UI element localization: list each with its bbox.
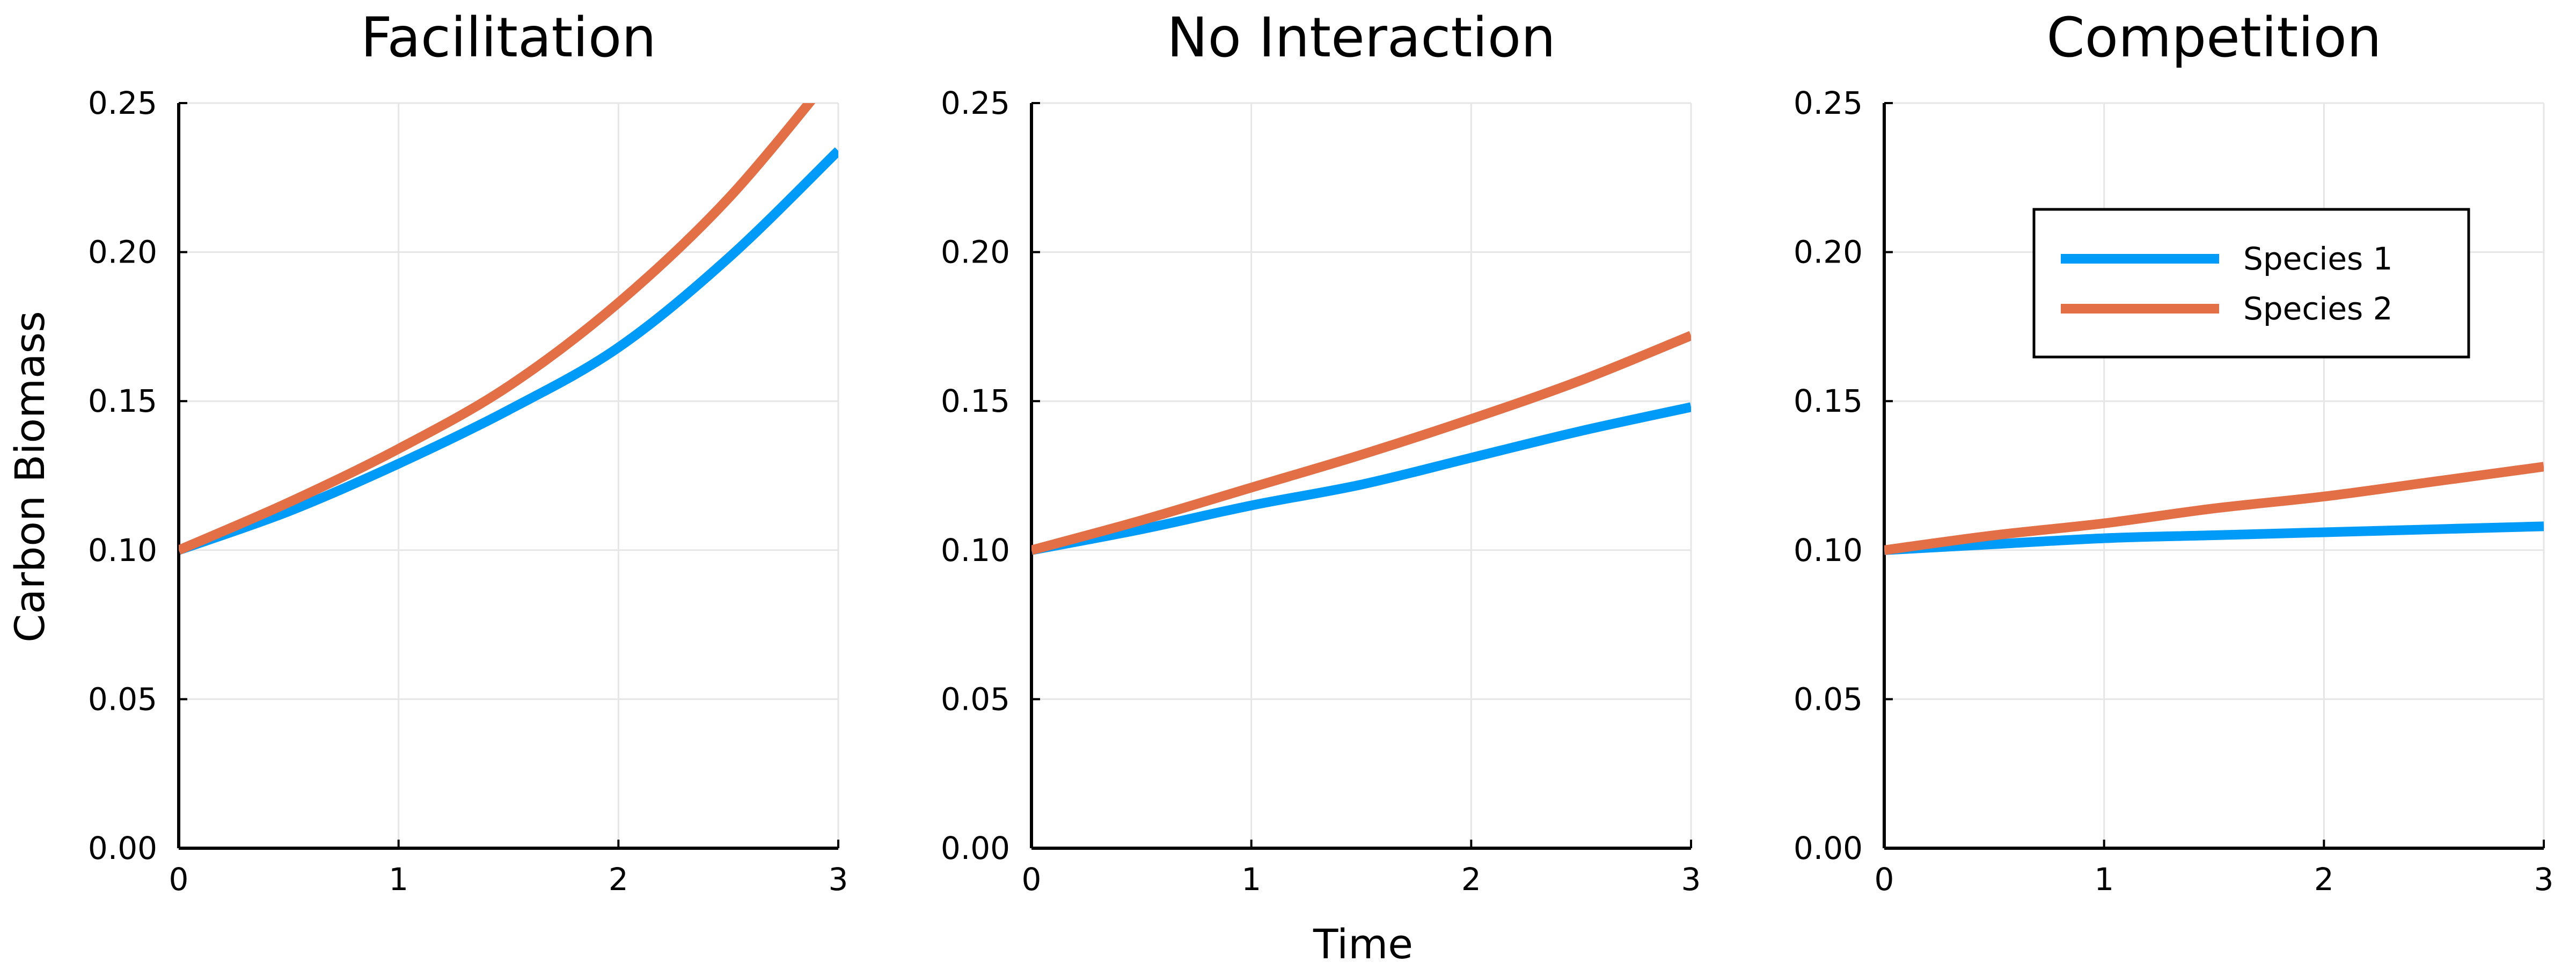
panels: 0 1 2 3 0.00 0.05 0.10 0.15 0.20 0.25 Facilitation… xyxy=(88,6,2554,898)
y-tick-label: 0.00 xyxy=(1794,830,1863,866)
y-tick-label: 0.20 xyxy=(88,234,157,271)
x-tick-label: 0 xyxy=(1022,861,1042,898)
y-tick-label: 0.15 xyxy=(1794,383,1863,419)
y-tick-label: 0.15 xyxy=(88,383,157,419)
x-tick-label: 0 xyxy=(169,861,189,898)
x-tick-label: 2 xyxy=(609,861,628,898)
x-tick-label: 3 xyxy=(2534,861,2554,898)
panel-0: 0 1 2 3 0.00 0.05 0.10 0.15 0.20 0.25 Facilitation xyxy=(88,6,848,898)
legend-box xyxy=(2032,208,2470,359)
panel-1: 0 1 2 3 0.00 0.05 0.10 0.15 0.20 0.25 No Interacti… xyxy=(941,6,1701,898)
series-line-species-1 xyxy=(1884,521,2544,555)
y-tick-label: 0.25 xyxy=(1794,85,1863,121)
series-line-species-2 xyxy=(179,103,816,555)
y-tick-label: 0.25 xyxy=(941,85,1010,121)
x-tick-label: 2 xyxy=(2314,861,2334,898)
y-tick-label: 0.10 xyxy=(1794,532,1863,569)
x-tick-label: 3 xyxy=(829,861,848,898)
legend-label-species-1: Species 1 xyxy=(2243,241,2393,277)
x-tick-label: 1 xyxy=(2094,861,2114,898)
y-tick-label: 0.00 xyxy=(941,830,1010,866)
y-tick-label: 0.15 xyxy=(941,383,1010,419)
y-tick-label: 0.20 xyxy=(941,234,1010,271)
y-tick-label: 0.05 xyxy=(1794,681,1863,717)
y-tick-label: 0.00 xyxy=(88,830,157,866)
series-line-species-1 xyxy=(1031,402,1691,555)
y-axis-label: Carbon Biomass xyxy=(6,311,54,643)
legend-label-species-2: Species 2 xyxy=(2243,290,2393,327)
legend: Species 1 Species 2 xyxy=(2032,208,2470,359)
y-tick-label: 0.10 xyxy=(941,532,1010,569)
y-tick-label: 0.25 xyxy=(88,85,157,121)
panel-title: Facilitation xyxy=(361,6,656,70)
panel-title: No Interaction xyxy=(1167,6,1556,70)
x-axis-label: Time xyxy=(1313,920,1413,966)
panel-title: Competition xyxy=(2046,6,2381,70)
y-tick-label: 0.05 xyxy=(941,681,1010,717)
y-tick-label: 0.05 xyxy=(88,681,157,717)
x-tick-label: 0 xyxy=(1875,861,1894,898)
series-line-species-1 xyxy=(179,147,838,555)
panel-2: 0 1 2 3 0.00 0.05 0.10 0.15 0.20 0.25 Competition xyxy=(1794,6,2554,898)
x-tick-label: 3 xyxy=(1681,861,1701,898)
x-tick-label: 1 xyxy=(1241,861,1261,898)
y-tick-label: 0.10 xyxy=(88,532,157,569)
series-line-species-2 xyxy=(1031,331,1691,555)
x-tick-label: 1 xyxy=(389,861,408,898)
x-tick-label: 2 xyxy=(1461,861,1481,898)
y-tick-label: 0.20 xyxy=(1794,234,1863,271)
series-line-species-2 xyxy=(1884,462,2544,555)
